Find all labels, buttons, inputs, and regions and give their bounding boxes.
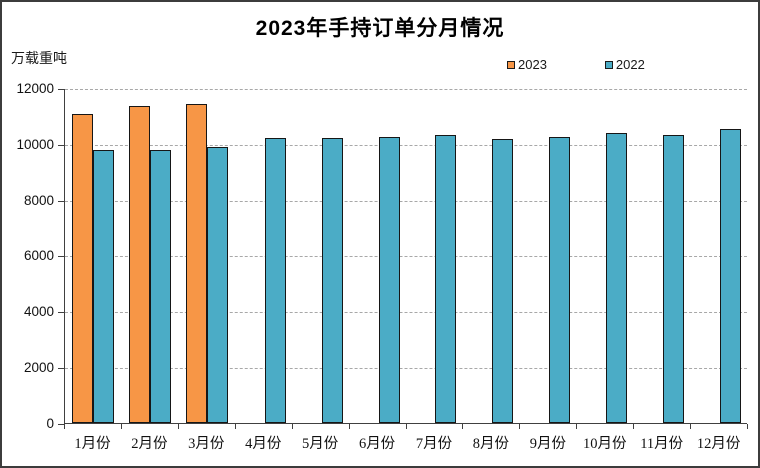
legend-item-2022: 2022 <box>604 57 645 72</box>
x-tick-label-11月份: 11月份 <box>640 436 684 452</box>
bar-2023-2月份 <box>129 106 151 423</box>
gridline-8000 <box>65 201 747 202</box>
legend-item-2023: 2023 <box>507 57 547 72</box>
x-tick-mark-12 <box>747 424 748 429</box>
bar-group-5月份 <box>292 89 349 423</box>
y-tick-label-10000: 10000 <box>16 137 54 152</box>
y-tick-label-12000: 12000 <box>16 81 54 96</box>
y-tick-label-6000: 6000 <box>23 248 54 263</box>
x-tick-mark-2 <box>178 424 179 429</box>
x-tick-mark-4 <box>292 424 293 429</box>
bar-group-10月份 <box>576 89 633 423</box>
y-tick-label-8000: 8000 <box>23 193 54 208</box>
bar-2022-7月份 <box>435 135 457 423</box>
bar-2022-11月份 <box>662 135 684 423</box>
y-tick-label-4000: 4000 <box>23 304 54 319</box>
plot-area <box>64 89 747 424</box>
bar-2023-3月份 <box>186 104 208 423</box>
y-tick-mark-10000 <box>58 145 64 146</box>
x-tick-label-3月份: 3月份 <box>188 436 225 452</box>
bar-group-4月份 <box>235 89 292 423</box>
x-tick-mark-11 <box>690 424 691 429</box>
bar-group-9月份 <box>520 89 577 423</box>
bar-2022-5月份 <box>321 138 343 423</box>
gridline-12000 <box>65 89 747 90</box>
y-tick-mark-0 <box>58 424 64 425</box>
bar-group-12月份 <box>690 89 747 423</box>
legend-label-2023: 2023 <box>518 57 547 72</box>
chart-title: 2023年手持订单分月情况 <box>255 17 505 40</box>
bar-2022-6月份 <box>378 137 400 423</box>
chart-legend: 2023 2022 <box>507 57 645 72</box>
x-tick-label-12月份: 12月份 <box>696 436 741 452</box>
x-tick-label-2月份: 2月份 <box>131 436 168 452</box>
x-tick-mark-0 <box>64 424 65 429</box>
bar-group-1月份 <box>65 89 122 423</box>
gridline-10000 <box>65 145 747 146</box>
y-axis-unit-label: 万载重吨 <box>11 50 67 66</box>
legend-label-2022: 2022 <box>615 57 645 72</box>
x-tick-label-9月份: 9月份 <box>529 436 566 452</box>
y-tick-mark-4000 <box>58 312 64 313</box>
x-tick-label-4月份: 4月份 <box>245 436 282 452</box>
bar-2022-8月份 <box>492 139 514 423</box>
gridline-2000 <box>65 368 747 369</box>
legend-swatch-2022 <box>604 60 613 69</box>
gridline-4000 <box>65 312 747 313</box>
x-tick-label-7月份: 7月份 <box>415 436 453 452</box>
y-tick-mark-6000 <box>58 256 64 257</box>
x-tick-label-6月份: 6月份 <box>358 436 396 452</box>
bar-group-2月份 <box>122 89 179 423</box>
x-tick-mark-9 <box>576 424 577 429</box>
y-tick-mark-2000 <box>58 368 64 369</box>
bar-group-11月份 <box>633 89 690 423</box>
bar-group-6月份 <box>349 89 406 423</box>
bar-2022-10月份 <box>605 133 627 423</box>
bar-2022-1月份 <box>93 150 115 423</box>
y-tick-mark-8000 <box>58 201 64 202</box>
x-tick-mark-8 <box>519 424 520 429</box>
bar-2022-12月份 <box>719 129 741 423</box>
bar-2022-3月份 <box>207 147 229 423</box>
bar-group-8月份 <box>463 89 520 423</box>
bar-group-3月份 <box>179 89 236 423</box>
x-tick-label-8月份: 8月份 <box>472 436 510 452</box>
x-tick-label-10月份: 10月份 <box>583 436 627 452</box>
x-tick-label-5月份: 5月份 <box>302 436 339 452</box>
x-tick-mark-1 <box>121 424 122 429</box>
x-axis-labels: 1月份 2月份 3月份 4月份 5月份 6月份 7月份 8月份 9月份 10月份 11月份 12月份 <box>64 432 747 453</box>
x-tick-mark-6 <box>406 424 407 429</box>
x-tick-mark-7 <box>462 424 463 429</box>
y-tick-label-0: 0 <box>46 416 54 431</box>
bar-group-7月份 <box>406 89 463 423</box>
y-tick-label-2000: 2000 <box>23 360 54 375</box>
x-tick-mark-5 <box>349 424 350 429</box>
gridline-6000 <box>65 256 747 257</box>
x-tick-mark-10 <box>633 424 634 429</box>
bar-2022-2月份 <box>150 150 172 423</box>
y-tick-mark-12000 <box>58 89 64 90</box>
bar-2023-1月份 <box>72 114 94 423</box>
x-tick-mark-3 <box>235 424 236 429</box>
bar-2022-9月份 <box>549 137 571 423</box>
bar-2022-4月份 <box>264 138 286 423</box>
bars-layer <box>65 89 747 423</box>
legend-swatch-2023 <box>507 60 515 69</box>
x-tick-label-1月份: 1月份 <box>74 436 111 452</box>
